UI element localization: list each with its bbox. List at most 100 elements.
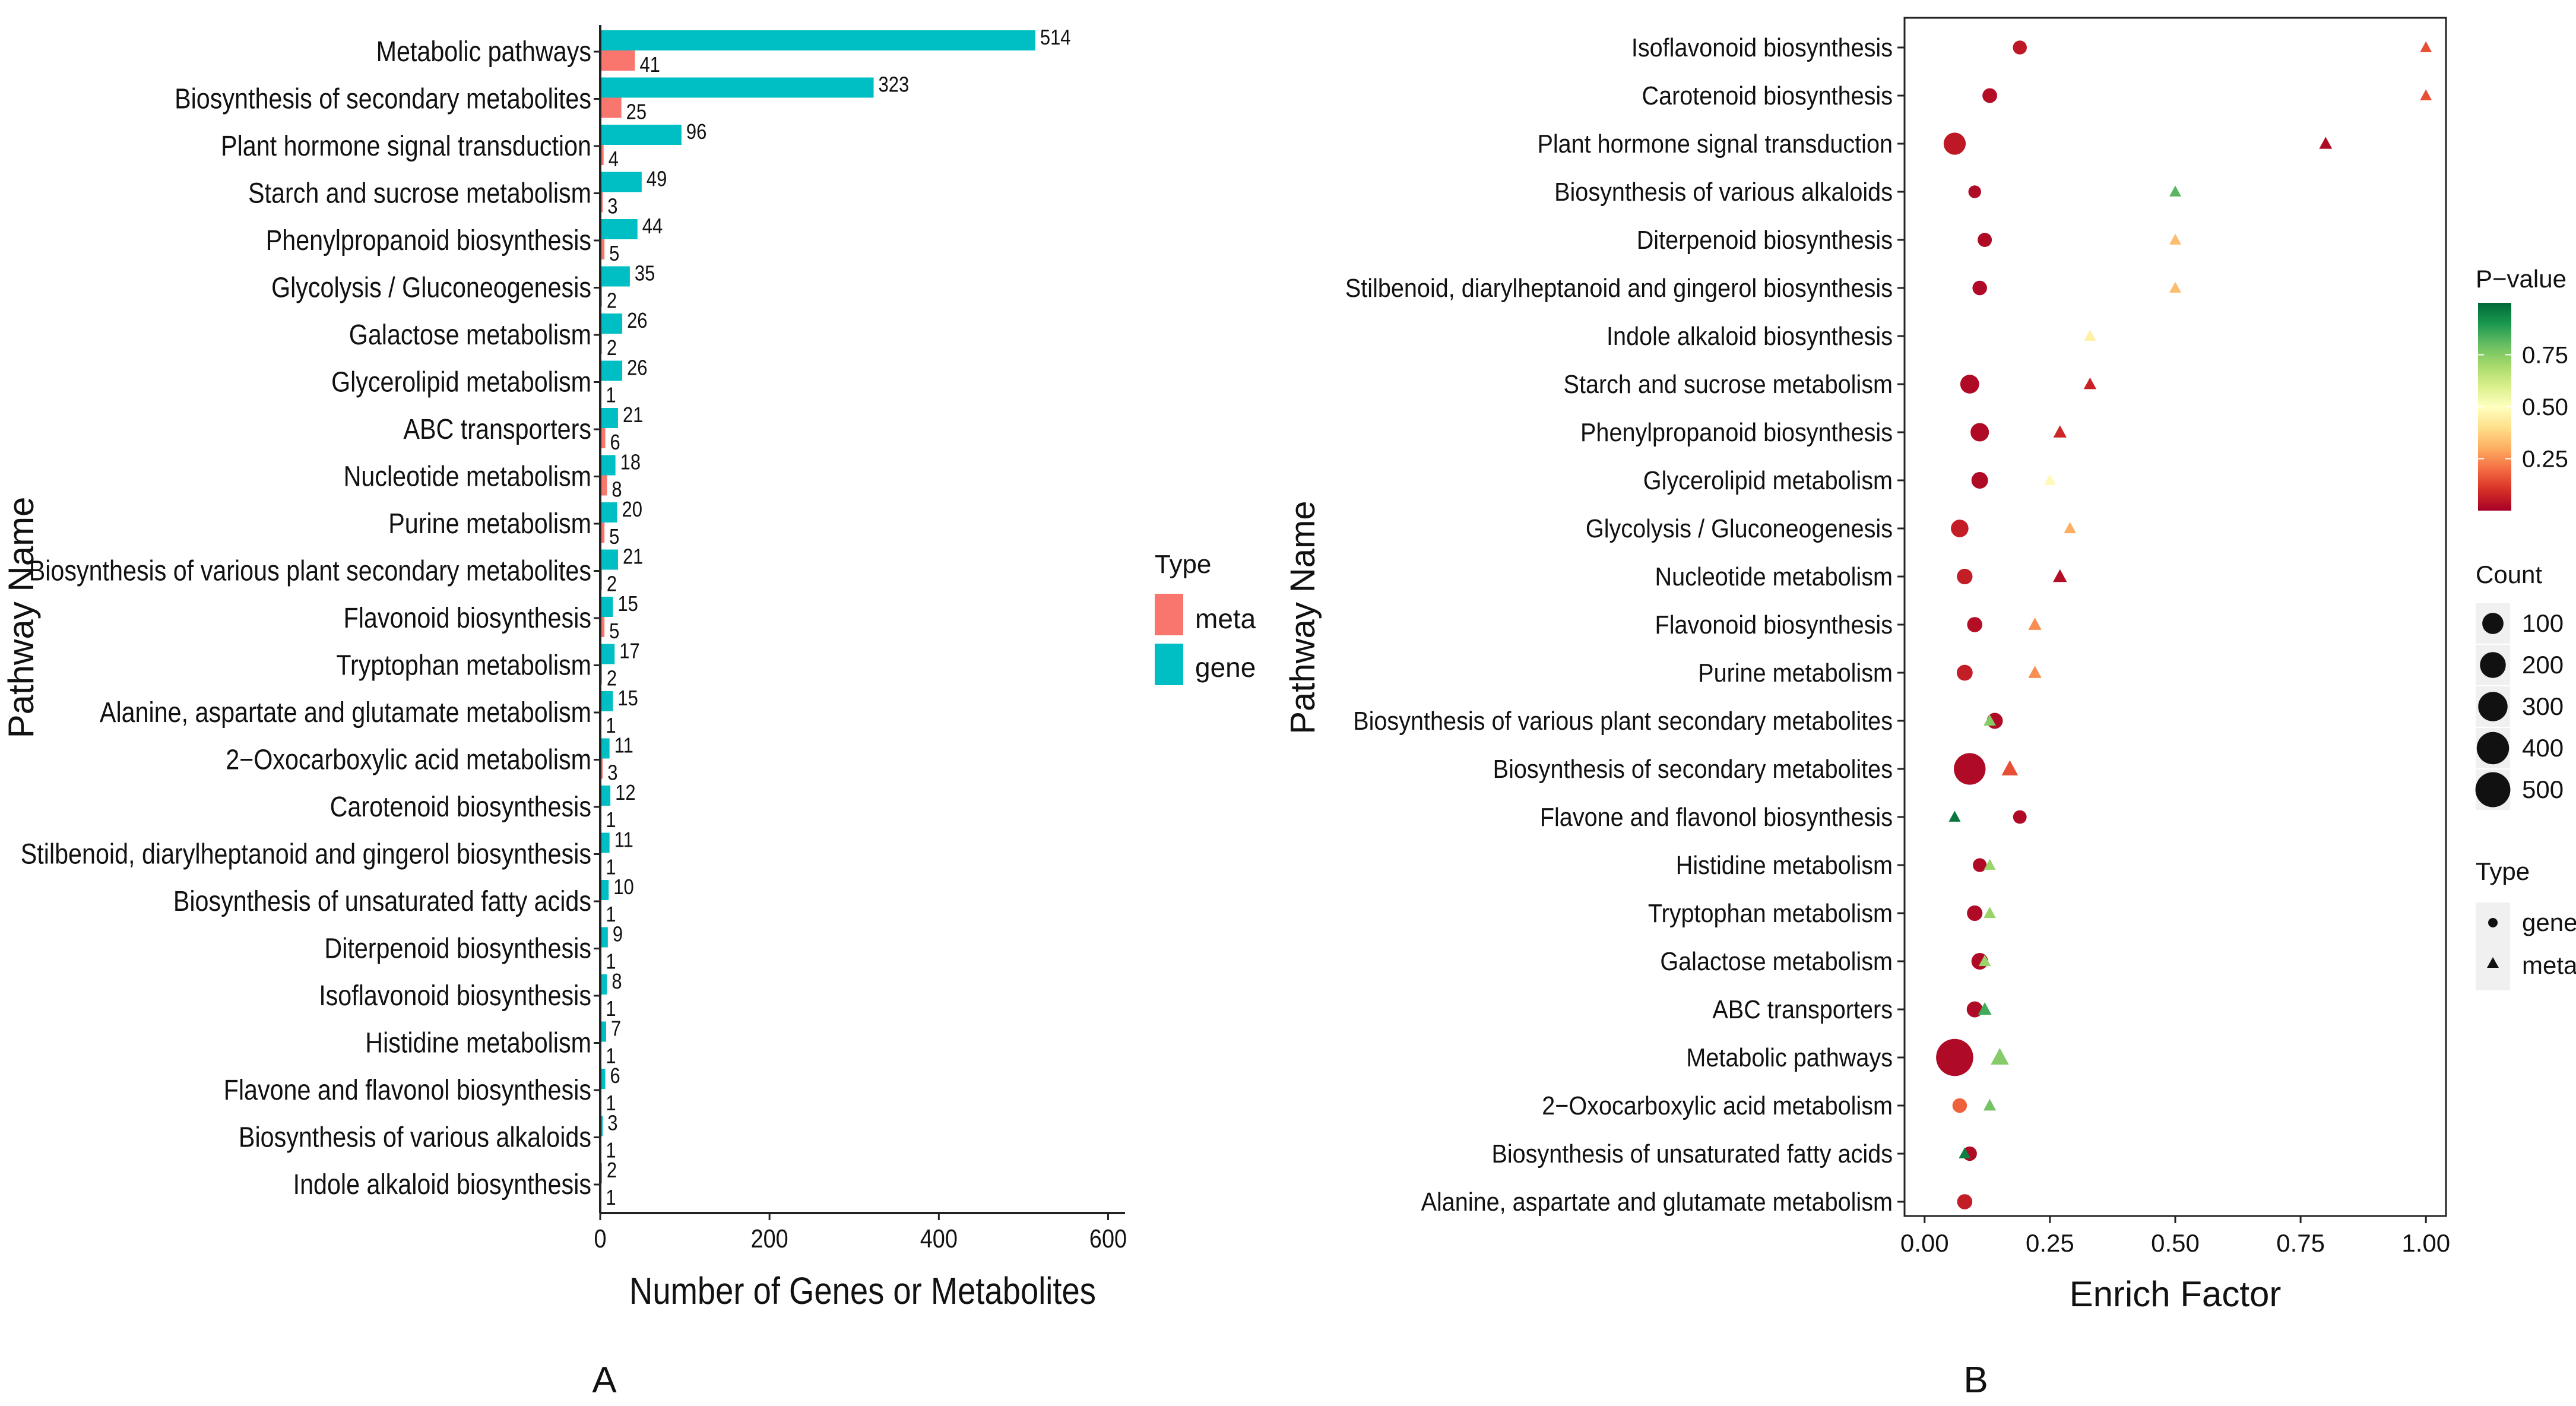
b-type-legend-bg [2476, 902, 2510, 990]
b-point-meta-diterpenoid-biosynthesis [2169, 233, 2181, 245]
a-data-label-meta-nucleotide-metabolism: 8 [611, 478, 622, 502]
b-type-legend-key-gene [2488, 918, 2498, 927]
b-count-legend-key-200 [2480, 652, 2506, 678]
a-bar-gene-biosynthesis-of-secondary-metabolites [600, 77, 874, 98]
a-bar-gene-metabolic-pathways [600, 30, 1035, 50]
a-data-label-gene-galactose-metabolism: 26 [627, 309, 647, 333]
b-point-meta-purine-metabolism [2028, 666, 2042, 678]
b-y-tick-label-nucleotide-metabolism: Nucleotide metabolism [1655, 562, 1893, 591]
b-y-tick-label-stilbenoid-diarylheptanoid-and-gingerol-biosynthesis: Stilbenoid, diarylheptanoid and gingerol… [1345, 273, 1893, 302]
b-point-meta-biosynthesis-of-various-plant-secondary-metabolites [1984, 714, 1996, 726]
b-point-gene-flavonoid-biosynthesis [1967, 617, 1983, 632]
a-data-label-meta-galactose-metabolism: 2 [607, 337, 617, 360]
a-bar-meta-purine-metabolism [600, 522, 605, 543]
b-point-gene-diterpenoid-biosynthesis [1978, 233, 1992, 247]
a-bar-gene-flavonoid-biosynthesis [600, 597, 613, 617]
a-y-tick-label-isoflavonoid-biosynthesis: Isoflavonoid biosynthesis [319, 980, 591, 1012]
b-point-meta-abc-transporters [1978, 1002, 1992, 1015]
a-bar-meta-2-oxocarboxylic-acid-metabolism [600, 758, 603, 779]
a-data-label-gene-flavone-and-flavonol-biosynthesis: 6 [610, 1065, 620, 1088]
a-bar-gene-carotenoid-biosynthesis [600, 786, 611, 806]
a-y-tick-label-glycerolipid-metabolism: Glycerolipid metabolism [331, 366, 591, 398]
b-x-tick-label-0-00: 0.00 [1900, 1229, 1949, 1257]
b-pvalue-tick-label-0-50: 0.50 [2522, 394, 2568, 420]
b-x-tick-label-0-50: 0.50 [2151, 1229, 2200, 1257]
a-data-label-meta-carotenoid-biosynthesis: 1 [606, 809, 616, 832]
b-point-gene-abc-transporters [1966, 1001, 1983, 1018]
b-count-legend-key-400 [2476, 732, 2510, 765]
b-pvalue-ticks: 0.75 0.50 0.25 [2478, 343, 2568, 473]
b-y-tick-label-glycerolipid-metabolism: Glycerolipid metabolism [1643, 466, 1893, 495]
a-y-tick-label-carotenoid-biosynthesis: Carotenoid biosynthesis [330, 791, 591, 823]
b-y-tick-label-carotenoid-biosynthesis: Carotenoid biosynthesis [1642, 81, 1893, 110]
b-count-legend-key-100 [2482, 613, 2504, 634]
b-point-gene-tryptophan-metabolism [1967, 905, 1983, 922]
b-y-tick-label-abc-transporters: ABC transporters [1712, 995, 1893, 1024]
a-data-label-meta-glycolysis-gluconeogenesis: 2 [607, 289, 617, 313]
a-panel-label: A [592, 1360, 617, 1401]
a-y-tick-label-starch-and-sucrose-metabolism: Starch and sucrose metabolism [248, 178, 591, 210]
b-point-meta-stilbenoid-diarylheptanoid-and-gingerol-biosynthesis [2169, 281, 2181, 293]
b-x-tick-label-0-25: 0.25 [2026, 1229, 2074, 1257]
a-data-label-gene-purine-metabolism: 20 [622, 498, 642, 522]
b-point-meta-isoflavonoid-biosynthesis [2420, 41, 2432, 52]
b-count-legend-title: Count [2476, 560, 2542, 588]
a-bar-gene-abc-transporters [600, 408, 618, 428]
b-point-meta-flavonoid-biosynthesis [2028, 618, 2042, 630]
a-x-axis-title: Number of Genes or Metabolites [629, 1269, 1096, 1312]
a-bar-gene-flavone-and-flavonol-biosynthesis [600, 1069, 606, 1089]
a-data-label-gene-2-oxocarboxylic-acid-metabolism: 11 [614, 734, 633, 758]
a-bar-gene-2-oxocarboxylic-acid-metabolism [600, 738, 610, 759]
b-y-tick-label-biosynthesis-of-unsaturated-fatty-acids: Biosynthesis of unsaturated fatty acids [1491, 1139, 1893, 1168]
a-legend: Type meta gene [1155, 550, 1256, 685]
a-y-tick-label-diterpenoid-biosynthesis: Diterpenoid biosynthesis [324, 933, 591, 965]
b-count-legend: 100 200 300 400 500 [2475, 603, 2564, 810]
a-data-label-gene-biosynthesis-of-various-alkaloids: 3 [607, 1112, 617, 1135]
a-data-label-meta-biosynthesis-of-secondary-metabolites: 25 [626, 100, 647, 124]
a-data-label-meta-stilbenoid-diarylheptanoid-and-gingerol-biosynthesis: 1 [606, 856, 616, 879]
a-y-tick-labels: Metabolic pathways Biosynthesis of second… [21, 36, 591, 1201]
b-point-gene-plant-hormone-signal-transduction [1943, 132, 1966, 155]
b-point-gene-2-oxocarboxylic-acid-metabolism [1952, 1098, 1967, 1113]
a-data-label-gene-biosynthesis-of-unsaturated-fatty-acids: 10 [613, 876, 633, 900]
a-data-label-meta-histidine-metabolism: 1 [606, 1044, 616, 1068]
a-data-label-gene-biosynthesis-of-various-plant-secondary-metabolites: 21 [623, 545, 643, 569]
b-y-tick-label-phenylpropanoid-biosynthesis: Phenylpropanoid biosynthesis [1580, 417, 1893, 446]
a-bars [600, 30, 1035, 1204]
b-y-tick-label-galactose-metabolism: Galactose metabolism [1660, 946, 1893, 976]
a-data-label-meta-2-oxocarboxylic-acid-metabolism: 3 [607, 761, 617, 785]
a-x-tick-label-600: 600 [1089, 1224, 1127, 1253]
b-point-meta-2-oxocarboxylic-acid-metabolism [1983, 1098, 1997, 1111]
a-y-tick-label-flavone-and-flavonol-biosynthesis: Flavone and flavonol biosynthesis [224, 1074, 591, 1106]
a-bar-gene-plant-hormone-signal-transduction [600, 125, 682, 145]
a-y-tick-label-2-oxocarboxylic-acid-metabolism: 2−Oxocarboxylic acid metabolism [226, 744, 591, 776]
b-y-axis-title: Pathway Name [1284, 501, 1322, 734]
a-legend-swatch-meta [1155, 594, 1183, 635]
b-count-legend-label-300: 300 [2522, 692, 2564, 720]
a-bar-gene-isoflavonoid-biosynthesis [600, 974, 607, 995]
a-y-tick-label-purine-metabolism: Purine metabolism [388, 508, 591, 540]
a-bar-gene-histidine-metabolism [600, 1021, 606, 1042]
b-point-meta-flavone-and-flavonol-biosynthesis [1948, 810, 1961, 822]
a-data-label-meta-metabolic-pathways: 41 [639, 53, 660, 77]
a-bar-gene-stilbenoid-diarylheptanoid-and-gingerol-biosynthesis [600, 832, 610, 853]
a-data-label-meta-isoflavonoid-biosynthesis: 1 [606, 998, 616, 1021]
a-data-label-gene-histidine-metabolism: 7 [611, 1017, 621, 1041]
a-bar-meta-metabolic-pathways [600, 50, 635, 71]
b-count-legend-label-100: 100 [2522, 609, 2564, 637]
b-point-gene-carotenoid-biosynthesis [1982, 88, 1997, 103]
a-bar-gene-tryptophan-metabolism [600, 644, 615, 664]
a-data-label-gene-stilbenoid-diarylheptanoid-and-gingerol-biosynthesis: 11 [614, 828, 633, 852]
a-y-tick-label-alanine-aspartate-and-glutamate-metabolism: Alanine, aspartate and glutamate metabol… [100, 696, 591, 729]
a-data-label-meta-indole-alkaloid-biosynthesis: 1 [606, 1186, 616, 1210]
a-y-tick-label-flavonoid-biosynthesis: Flavonoid biosynthesis [344, 602, 591, 634]
a-legend-label-meta: meta [1195, 603, 1256, 634]
a-data-label-meta-diterpenoid-biosynthesis: 1 [606, 950, 616, 974]
a-data-label-meta-purine-metabolism: 5 [609, 525, 619, 549]
a-data-label-meta-biosynthesis-of-various-alkaloids: 1 [606, 1139, 616, 1163]
b-y-tick-label-diterpenoid-biosynthesis: Diterpenoid biosynthesis [1637, 225, 1893, 254]
a-bar-gene-glycolysis-gluconeogenesis [600, 266, 630, 287]
a-data-label-gene-glycolysis-gluconeogenesis: 35 [635, 262, 655, 286]
a-data-label-gene-diterpenoid-biosynthesis: 9 [613, 923, 623, 946]
